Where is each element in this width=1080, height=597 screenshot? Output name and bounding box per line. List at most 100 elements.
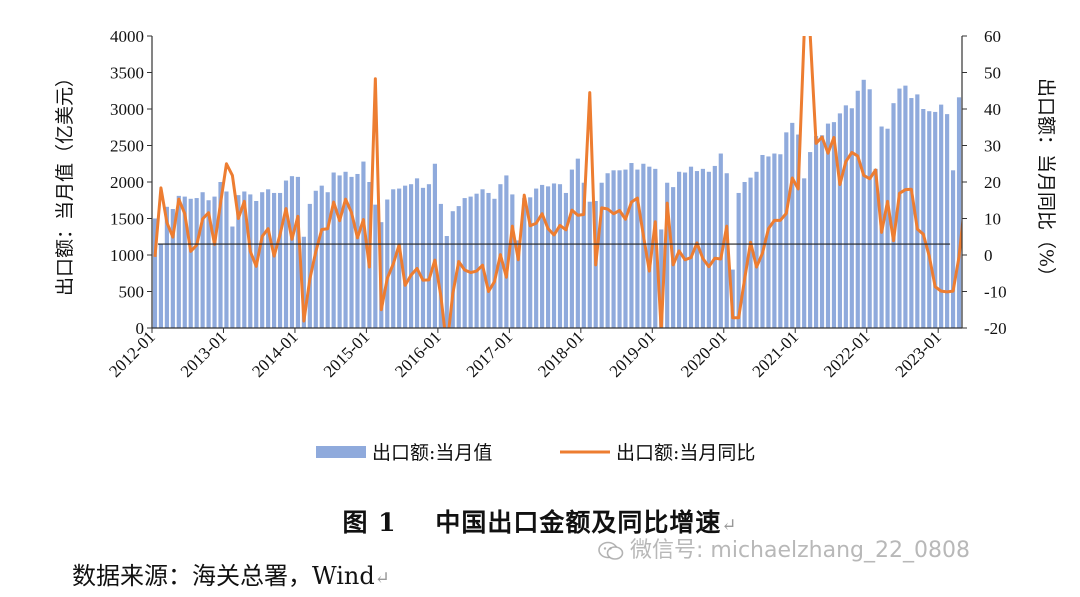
bar — [682, 172, 688, 328]
bar — [385, 199, 390, 328]
bar — [403, 185, 408, 328]
bar — [849, 108, 854, 329]
bar — [748, 177, 753, 328]
bar — [248, 194, 253, 328]
x-tick-label: 2018-01 — [534, 327, 588, 381]
bar — [617, 170, 622, 328]
bar — [331, 172, 336, 328]
watermark-text: 微信号: michaelzhang_22_0808 — [630, 538, 970, 563]
x-tick-label: 2012-01 — [105, 327, 159, 381]
y-left-tick-label: 0 — [136, 319, 145, 338]
bar — [611, 170, 616, 328]
bar — [623, 169, 628, 328]
bar — [468, 196, 473, 328]
y-right-tick-label: 30 — [984, 137, 1001, 156]
x-tick-label: 2013-01 — [177, 327, 231, 381]
bar — [349, 176, 354, 328]
bar — [206, 200, 211, 328]
bar — [182, 196, 187, 328]
bar — [784, 132, 789, 328]
bar — [861, 79, 866, 328]
bar — [825, 123, 831, 328]
bar — [224, 191, 229, 328]
bar — [873, 168, 878, 328]
legend-label-bar: 出口额:当月值 — [372, 442, 492, 464]
bar — [688, 166, 694, 328]
bar — [718, 153, 723, 328]
bar — [819, 135, 825, 328]
y-right-tick-label: 40 — [984, 100, 1001, 119]
bar — [164, 206, 169, 328]
y-right-tick-label: 0 — [984, 246, 993, 265]
bar — [426, 184, 432, 328]
y-right-tick-label: 60 — [984, 27, 1001, 46]
y-left-tick-label: 2500 — [110, 137, 144, 156]
bar — [534, 188, 539, 328]
source-text: 数据来源：海关总署，Wind — [72, 562, 375, 590]
bar — [194, 198, 199, 328]
bar — [724, 173, 729, 328]
figure-number: 图 1 — [342, 508, 397, 537]
return-mark: ↵ — [374, 568, 390, 589]
bar — [528, 197, 533, 328]
bar — [754, 171, 759, 328]
bar — [397, 188, 402, 328]
bar — [712, 165, 717, 328]
bar — [480, 189, 485, 328]
y-axis-left-title: 出口额：当月值（亿美元） — [54, 68, 76, 296]
bar — [266, 189, 271, 328]
bar — [325, 192, 330, 328]
bar — [373, 204, 378, 328]
bar — [361, 161, 366, 328]
bar — [599, 182, 604, 328]
y-left-tick-label: 500 — [119, 283, 145, 302]
bar — [665, 182, 670, 328]
bar — [891, 103, 896, 328]
bar — [700, 168, 706, 328]
y-left-tick-label: 3000 — [110, 100, 144, 119]
line-series-path — [153, 36, 962, 328]
figure-caption: 图 1 中国出口金额及同比增速↵ — [0, 503, 1080, 539]
x-tick-label: 2020-01 — [677, 327, 731, 381]
bar — [897, 88, 902, 328]
bar — [635, 169, 640, 328]
bar — [391, 189, 396, 328]
bar — [272, 192, 277, 328]
bar — [295, 176, 301, 328]
bar — [575, 158, 580, 328]
watermark: 微信号: michaelzhang_22_0808 — [598, 532, 970, 564]
y-left-tick-label: 4000 — [110, 27, 144, 46]
x-tick-label: 2016-01 — [391, 327, 445, 381]
bar — [945, 114, 950, 328]
bar — [647, 166, 652, 328]
bar — [837, 113, 842, 328]
bar — [766, 156, 771, 328]
y-right-tick-label: 20 — [984, 173, 1001, 192]
bar — [778, 154, 783, 328]
bar — [563, 192, 569, 328]
y-right-tick-label: -10 — [984, 283, 1007, 302]
bar — [188, 198, 193, 328]
bar — [587, 201, 592, 328]
bar — [152, 218, 158, 328]
bar — [581, 182, 586, 328]
bar — [176, 195, 181, 328]
bar — [200, 192, 205, 328]
bar — [790, 122, 795, 329]
bar — [337, 175, 342, 328]
bar — [831, 122, 837, 328]
x-tick-label: 2015-01 — [320, 327, 374, 381]
bar — [432, 163, 437, 328]
bar — [760, 154, 765, 328]
bar — [927, 111, 932, 328]
bar — [486, 192, 491, 328]
figure-title: 中国出口金额及同比增速 — [435, 508, 722, 537]
y-right-tick-label: -20 — [984, 319, 1007, 338]
data-source: 数据来源：海关总署，Wind↵ — [72, 556, 390, 591]
bar — [903, 85, 908, 328]
bar — [802, 178, 807, 328]
bar — [736, 192, 741, 328]
bar — [813, 136, 819, 328]
bar — [504, 175, 509, 328]
y-axis-right-title: 出口额：当月同比（%） — [1035, 78, 1057, 286]
